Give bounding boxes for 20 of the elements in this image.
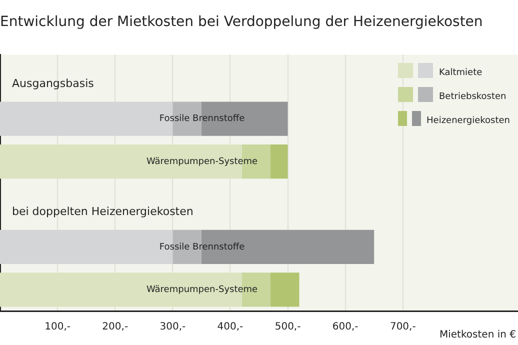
y-tick-label: Wärempumpen-Systeme — [146, 284, 258, 295]
bar — [270, 272, 300, 307]
x-tick-label: 600,- — [332, 322, 359, 333]
x-tick-label: 700,- — [390, 322, 416, 333]
x-tick-label: 400,- — [217, 322, 244, 333]
y-tick-label: bei doppelten Heizenergiekosten — [12, 205, 194, 218]
y-tick-label: Wärempumpen-Systeme — [146, 156, 258, 167]
legend-label: Kaltmiete — [439, 68, 482, 78]
y-tick-label: Fossile Brennstoffe — [159, 114, 246, 124]
x-tick-label: 300,- — [160, 322, 186, 333]
legend-label: Heizenergiekosten — [426, 116, 510, 126]
chart-title: Entwicklung der Mietkosten bei Verdoppelung der Heizenergiekosten — [0, 14, 483, 30]
x-tick-label: 500,- — [274, 322, 302, 333]
y-tick-label: Fossile Brennstoffe — [159, 242, 246, 252]
y-tick-label: Ausgangsbasis — [12, 77, 94, 90]
x-axis-title: Mietkosten in € — [440, 330, 516, 341]
x-tick-label: 100,- — [44, 322, 71, 333]
legend-label: Betriebskosten — [439, 92, 506, 102]
bar — [270, 144, 288, 179]
x-tick-label: 200,- — [102, 322, 128, 333]
